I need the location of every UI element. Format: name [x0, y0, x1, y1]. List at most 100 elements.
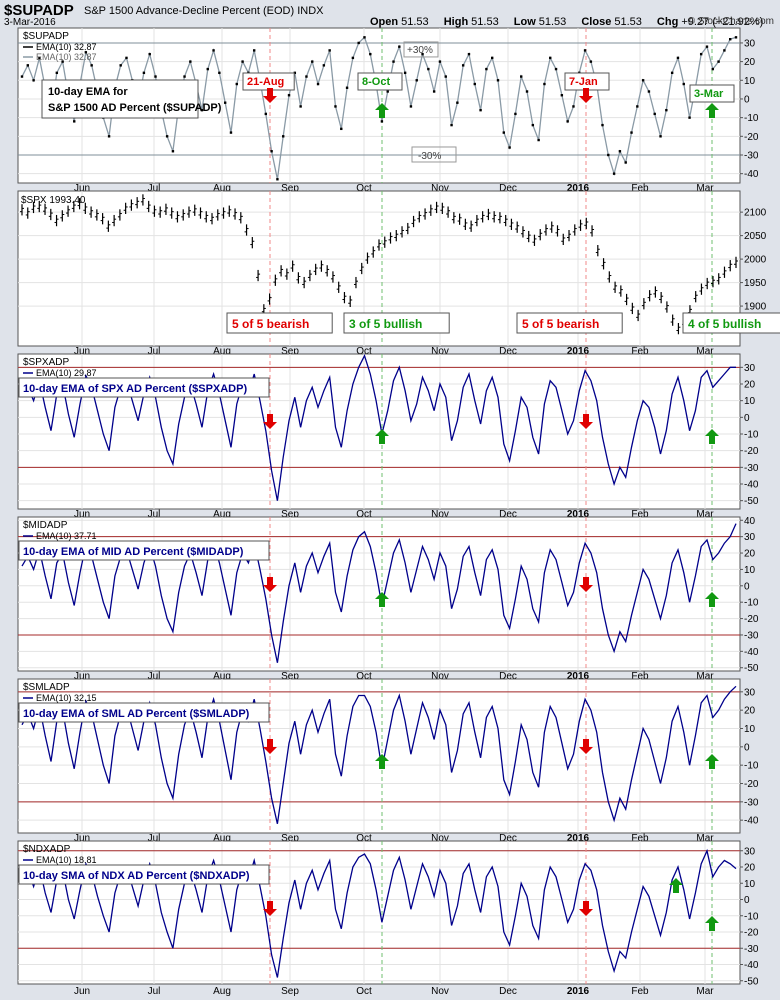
- x-tick-label: Feb: [631, 183, 649, 194]
- event-label-box: [357, 72, 403, 91]
- signal-label: 5 of 5 bearish: [522, 317, 599, 331]
- y-tick-label: 10: [744, 724, 756, 735]
- x-tick-label: Mar: [696, 183, 714, 194]
- data-point: [670, 71, 674, 75]
- bearish-arrow-icon: [263, 739, 277, 754]
- signal-label-box: [226, 312, 333, 334]
- threshold-label-lower: -30%: [418, 151, 441, 162]
- data-point: [409, 105, 413, 108]
- spxadp-line: [21, 353, 736, 501]
- data-point: [711, 67, 714, 71]
- y-tick-label: -20: [744, 132, 759, 143]
- annotation-box: [18, 377, 270, 398]
- smladp-plot-area: [17, 678, 741, 834]
- x-tick-label: Nov: [431, 183, 449, 194]
- data-point: [206, 67, 209, 71]
- x-tick-label: Oct: [356, 833, 372, 844]
- y-tick-label: 2000: [744, 255, 767, 266]
- data-point: [531, 123, 535, 127]
- data-point: [90, 64, 93, 67]
- spx-legend: $SPX 1993.40: [21, 195, 86, 206]
- symbol-title: $SUPADP: [4, 2, 74, 19]
- x-tick-label: Jun: [74, 346, 90, 357]
- data-point: [293, 71, 297, 75]
- data-point: [624, 161, 627, 164]
- signal-label: 4 of 5 bullish: [688, 317, 761, 331]
- supadp-legend-ema2: EMA(10) 32.87: [36, 52, 97, 62]
- annotation-line-2: S&P 1500 AD Percent ($SUPADP): [48, 102, 222, 114]
- data-point: [630, 131, 633, 134]
- x-tick-label: Oct: [356, 986, 372, 997]
- x-tick-label: Feb: [631, 986, 649, 997]
- data-point: [560, 94, 564, 97]
- y-tick-label: 0: [744, 742, 750, 753]
- smladp-panel: [17, 678, 743, 834]
- signal-label: 5 of 5 bearish: [232, 317, 309, 331]
- annotation-box: [18, 864, 270, 885]
- x-tick-label: 2016: [567, 671, 590, 682]
- data-point: [502, 131, 506, 134]
- annotation-line-1: 10-day EMA for: [48, 86, 128, 98]
- data-point: [427, 67, 430, 71]
- x-tick-label: Feb: [631, 833, 649, 844]
- x-tick-label: Aug: [213, 986, 231, 997]
- data-point: [699, 52, 703, 56]
- x-tick-label: Jun: [74, 183, 90, 194]
- x-tick-label: Sep: [281, 509, 299, 520]
- signal-label-box: [343, 312, 450, 334]
- data-point: [589, 60, 593, 63]
- x-tick-label: 2016: [567, 986, 590, 997]
- signal-label-box: [682, 312, 780, 334]
- y-tick-label: -50: [744, 496, 759, 507]
- y-tick-label: -20: [744, 928, 759, 939]
- ndxadp-plot-area: [17, 840, 741, 985]
- x-tick-label: Nov: [431, 346, 449, 357]
- change-label: Chg: [656, 16, 679, 28]
- data-point: [682, 82, 685, 86]
- bearish-arrow-icon: [263, 577, 277, 592]
- y-tick-label: 30: [744, 38, 756, 49]
- x-tick-label: Nov: [431, 509, 449, 520]
- chart-header: $SUPADP S&P 1500 Advance-Decline Percent…: [0, 0, 780, 28]
- data-point: [514, 112, 517, 116]
- data-point: [467, 52, 471, 56]
- data-point: [218, 71, 221, 75]
- data-point: [26, 64, 30, 67]
- x-tick-label: Jun: [74, 986, 90, 997]
- supadp-panel: [17, 27, 743, 184]
- threshold-label-box: [411, 146, 457, 163]
- data-point: [641, 79, 645, 82]
- midadp-legend-symbol: $MIDADP: [23, 520, 68, 531]
- x-tick-label: Oct: [356, 346, 372, 357]
- signal-label: 3 of 5 bullish: [349, 317, 422, 331]
- midadp-legend-ema: EMA(10) 37.71: [36, 531, 97, 541]
- x-tick-label: Aug: [213, 346, 231, 357]
- bullish-arrow-icon: [705, 429, 719, 444]
- spxadp-panel: [17, 353, 743, 510]
- bearish-arrow-icon: [579, 739, 593, 754]
- bullish-arrow-icon: [705, 592, 719, 607]
- symbol-description: S&P 1500 Advance-Decline Percent (EOD) I…: [84, 5, 323, 17]
- y-tick-label: -50: [744, 663, 759, 674]
- x-tick-label: Aug: [213, 183, 231, 194]
- exchange-label: INDX: [297, 5, 324, 17]
- data-point: [73, 120, 76, 123]
- x-tick-label: Sep: [281, 986, 299, 997]
- high-value: 51.53: [471, 16, 499, 28]
- data-point: [119, 64, 122, 67]
- x-tick-label: Nov: [431, 671, 449, 682]
- y-tick-label: 20: [744, 549, 756, 560]
- y-tick-label: -10: [744, 430, 759, 441]
- x-tick-label: Mar: [696, 833, 714, 844]
- y-tick-label: 1950: [744, 278, 767, 289]
- data-point: [415, 79, 418, 82]
- data-point: [270, 150, 273, 153]
- y-tick-label: -10: [744, 113, 759, 124]
- data-point: [328, 49, 331, 52]
- bullish-arrow-icon: [375, 103, 389, 118]
- data-point: [496, 79, 500, 82]
- data-point: [183, 75, 186, 78]
- y-tick-label: 20: [744, 57, 756, 68]
- event-label: 8-Oct: [362, 76, 390, 88]
- chart-date: 3-Mar-2016: [4, 17, 56, 28]
